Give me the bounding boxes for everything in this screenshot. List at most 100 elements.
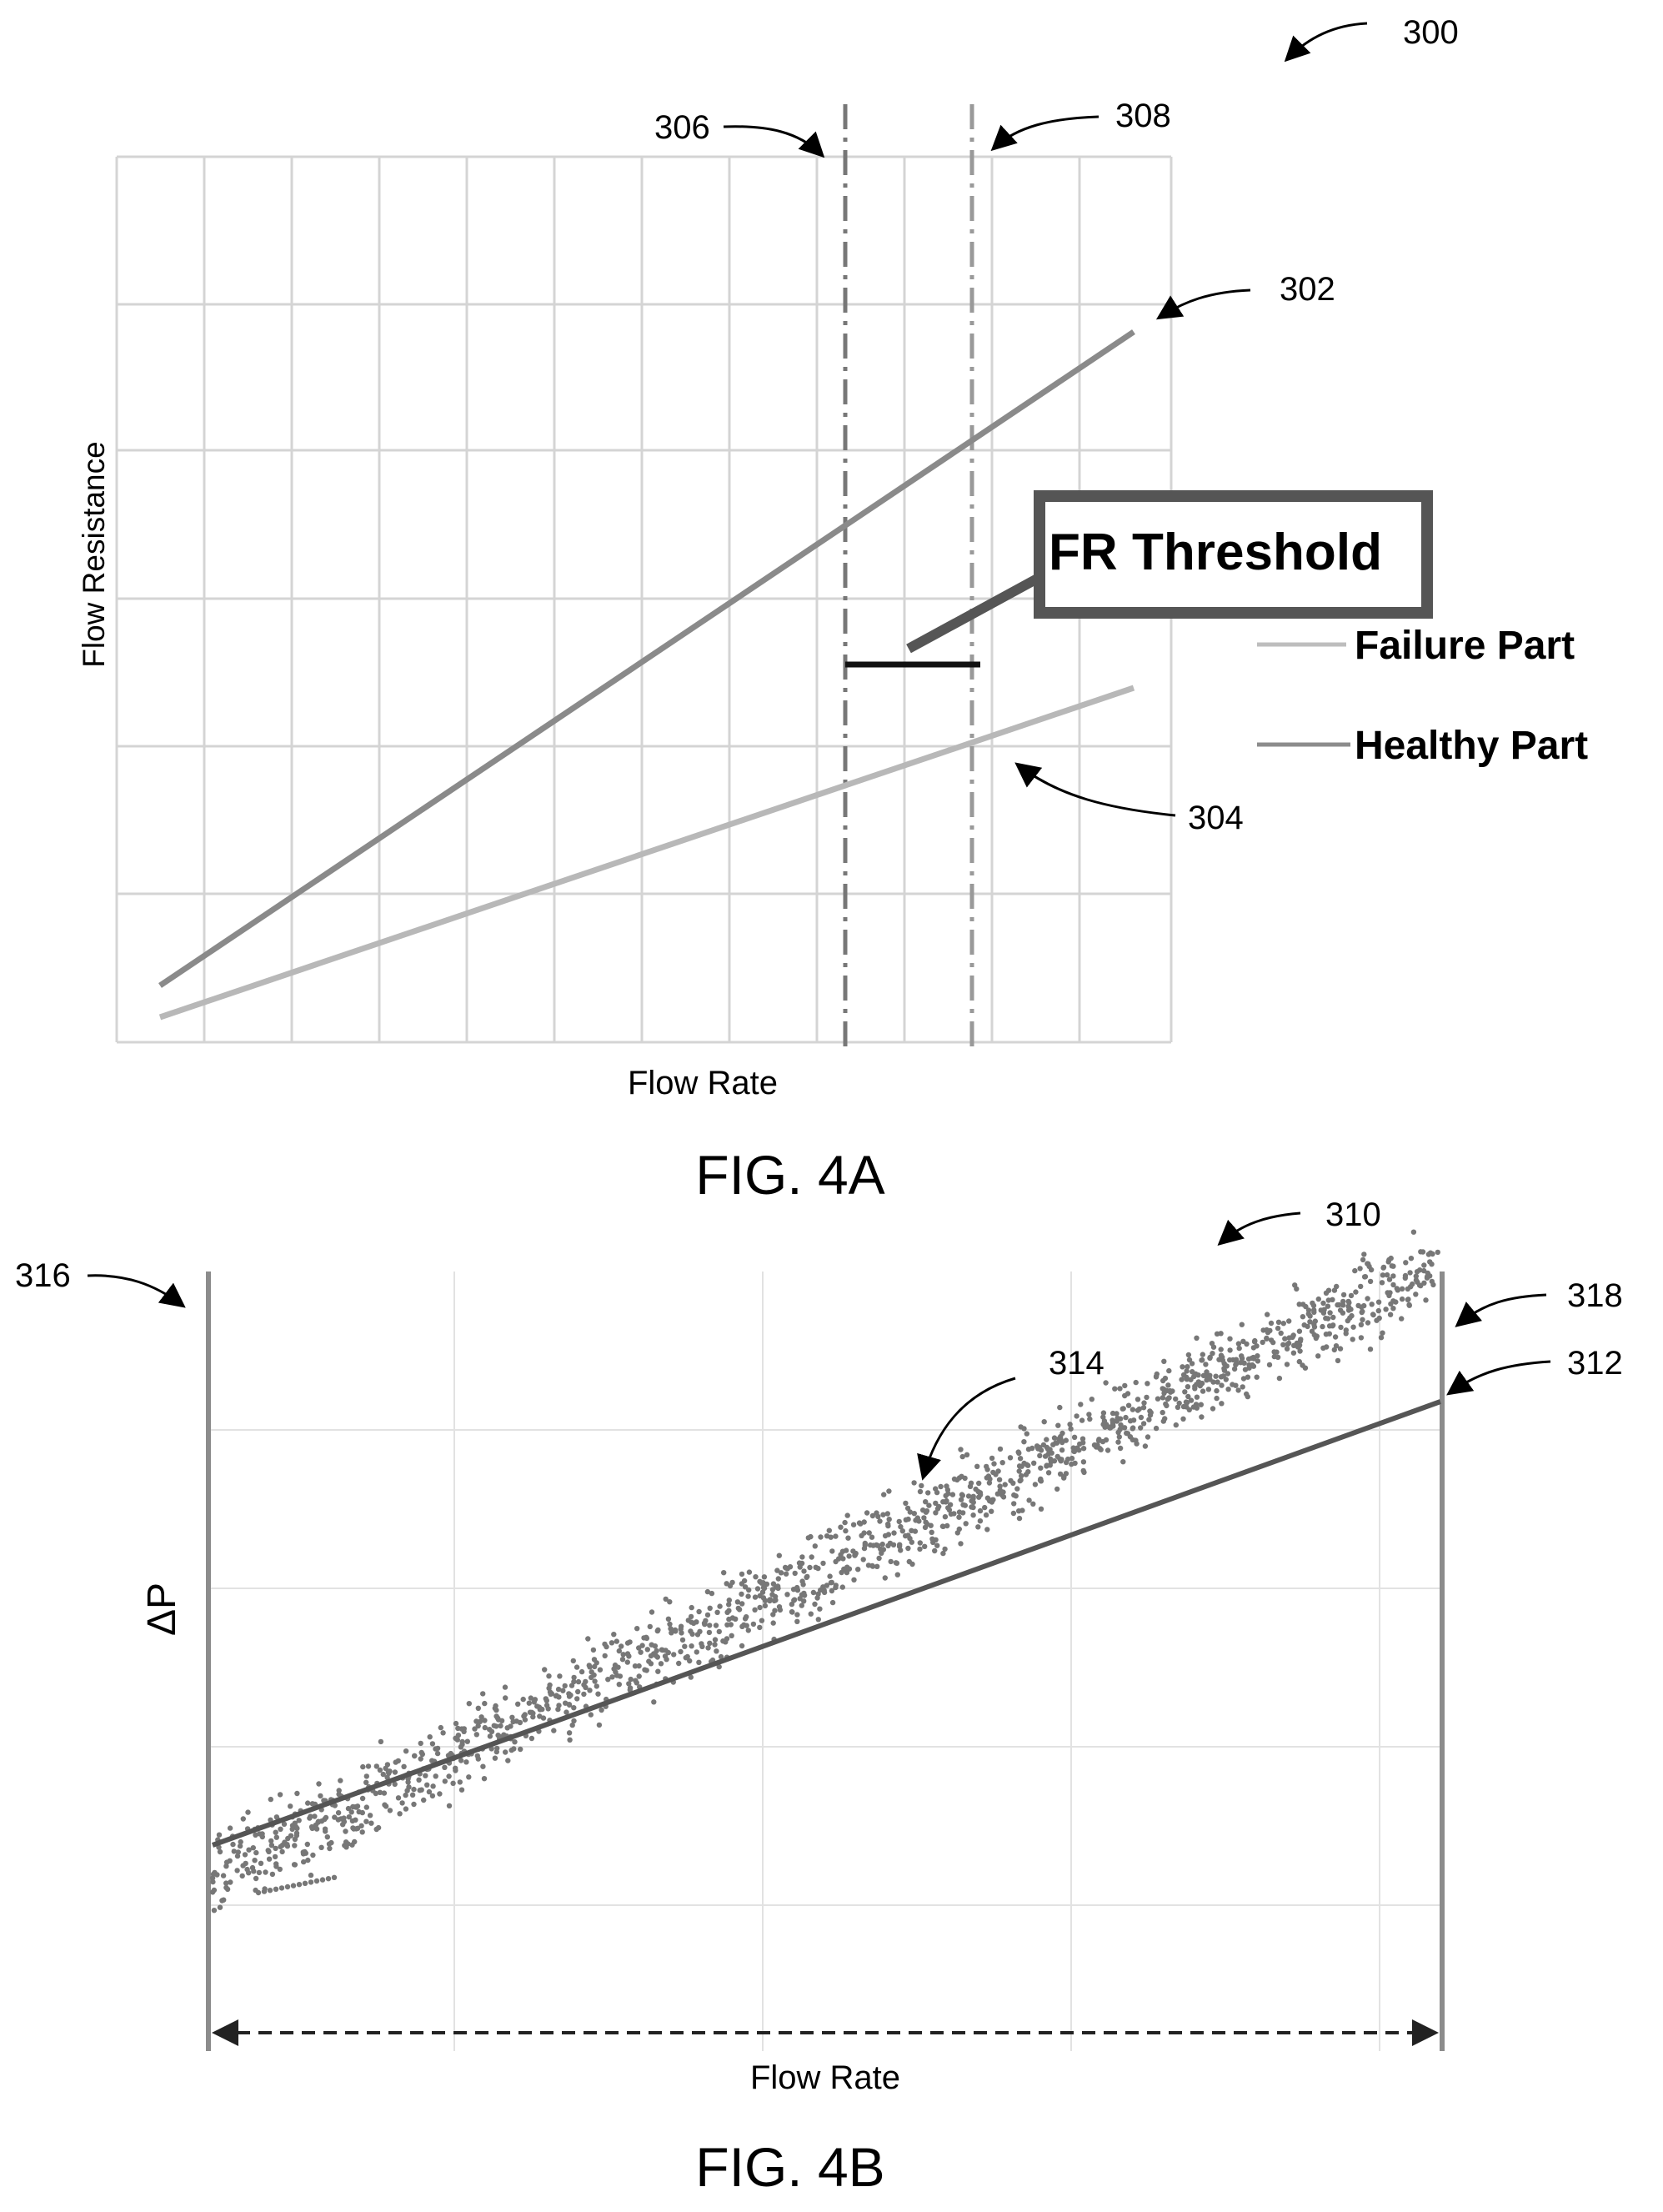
scatter-point (894, 1572, 901, 1577)
scatter-point (1315, 1296, 1322, 1302)
scatter-point (1255, 1358, 1261, 1364)
scatter-point (1032, 1482, 1039, 1487)
scatter-point (281, 1821, 288, 1827)
scatter-point (1330, 1314, 1336, 1321)
scatter-point (799, 1554, 805, 1560)
scatter-point (1114, 1411, 1120, 1417)
scatter-point (636, 1663, 642, 1669)
scatter-point (253, 1849, 259, 1856)
scatter-point (775, 1576, 781, 1582)
scatter-point (1399, 1316, 1405, 1322)
scatter-point (495, 1717, 502, 1723)
scatter-point (833, 1584, 839, 1591)
scatter-point (929, 1536, 935, 1542)
scatter-point (1231, 1366, 1238, 1372)
scatter-point (472, 1726, 478, 1732)
scatter-point (1071, 1448, 1077, 1454)
scatter-point (699, 1641, 704, 1647)
scatter-point (263, 1869, 268, 1875)
scatter-point (1076, 1447, 1082, 1453)
scatter-point (1200, 1372, 1207, 1379)
scatter-point (438, 1724, 443, 1731)
scatter-point (940, 1499, 946, 1505)
scatter-point (1285, 1340, 1292, 1347)
scatter-point (903, 1532, 909, 1539)
scatter-point (678, 1648, 684, 1655)
scatter-point (1176, 1400, 1182, 1407)
scatter-point (794, 1618, 800, 1625)
scatter-point (688, 1674, 694, 1680)
scatter-point (1298, 1337, 1304, 1342)
scatter-point (1049, 1450, 1054, 1456)
scatter-point (273, 1863, 279, 1869)
scatter-point (1138, 1414, 1145, 1421)
scatter-point (1250, 1356, 1257, 1362)
scatter-point (707, 1605, 713, 1612)
scatter-point (1387, 1290, 1393, 1296)
scatter-point (739, 1643, 745, 1649)
scatter-point (252, 1858, 258, 1863)
scatter-point (1190, 1404, 1197, 1410)
scatter-point (1358, 1335, 1365, 1341)
x-axis-label-4b: Flow Rate (750, 2059, 900, 2096)
scatter-point (238, 1838, 243, 1845)
scatter-point (745, 1593, 751, 1599)
scatter-point (454, 1737, 460, 1743)
scatter-point (583, 1678, 589, 1685)
scatter-point (741, 1577, 748, 1584)
scatter-point (403, 1792, 408, 1798)
scatter-point (886, 1488, 892, 1494)
scatter-point (1343, 1331, 1349, 1337)
scatter-point (890, 1542, 897, 1548)
scatter-point (679, 1630, 684, 1636)
scatter-point (569, 1722, 575, 1728)
scatter-point (646, 1658, 652, 1664)
scatter-point (1135, 1397, 1141, 1402)
scatter-point (733, 1616, 739, 1623)
scatter-point (804, 1574, 809, 1581)
scatter-point (1340, 1298, 1346, 1305)
scatter-point (358, 1823, 364, 1828)
scatter-point (1182, 1389, 1188, 1395)
scatter-point (741, 1622, 747, 1628)
scatter-point (411, 1801, 417, 1808)
scatter-point (1194, 1335, 1200, 1342)
scatter-point (478, 1714, 484, 1720)
scatter-point (300, 1849, 306, 1855)
scatter-point (1030, 1501, 1036, 1507)
failure-part-line (158, 329, 1135, 988)
scatter-point (1026, 1497, 1032, 1503)
scatter-point (1410, 1229, 1417, 1235)
scatter-point (866, 1530, 872, 1536)
scatter-point (783, 1571, 789, 1577)
scatter-point (511, 1746, 517, 1752)
scatter-point (1057, 1404, 1063, 1411)
scatter-point (983, 1512, 989, 1518)
scatter-point (1365, 1296, 1370, 1302)
scatter-point (689, 1604, 694, 1611)
scatter-point (575, 1678, 582, 1685)
scatter-point (571, 1705, 577, 1711)
scatter-point (805, 1535, 811, 1541)
scatter-point (592, 1678, 598, 1684)
scatter-point (1192, 1386, 1198, 1392)
scatter-point (503, 1695, 508, 1701)
scatter-point (323, 1814, 329, 1821)
scatter-point (1165, 1382, 1171, 1388)
scatter-point (1320, 1345, 1326, 1352)
scatter-point (632, 1663, 639, 1669)
scatter-point (423, 1773, 428, 1778)
scatter-point (1423, 1297, 1429, 1303)
scatter-point (897, 1542, 903, 1547)
scatter-point (997, 1446, 1004, 1452)
scatter-point (292, 1862, 298, 1868)
scatter-point (694, 1632, 701, 1638)
scatter-point (620, 1652, 626, 1658)
scatter-point (304, 1841, 310, 1848)
scatter-point (762, 1598, 769, 1604)
scatter-point (654, 1648, 659, 1654)
scatter-point (1424, 1274, 1430, 1280)
scatter-point (411, 1786, 417, 1793)
scatter-point (1290, 1333, 1296, 1340)
scatter-point (363, 1804, 369, 1810)
